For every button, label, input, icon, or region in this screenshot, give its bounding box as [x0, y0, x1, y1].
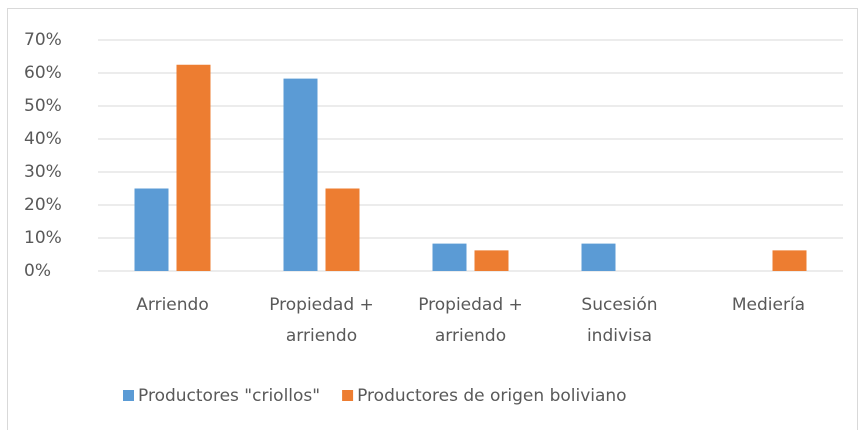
- x-tick-label: Sucesión indivisa: [581, 295, 658, 346]
- bar: [325, 188, 360, 271]
- bar: [772, 250, 807, 271]
- legend-swatch: [123, 390, 134, 401]
- y-tick-label: 40%: [24, 129, 62, 149]
- y-tick-label: 20%: [24, 195, 62, 215]
- bar: [432, 243, 467, 271]
- y-tick-label: 0%: [24, 261, 51, 281]
- x-tick-label: Propiedad + arriendo: [269, 295, 374, 346]
- bar: [474, 250, 509, 271]
- y-tick-label: 60%: [24, 63, 62, 83]
- x-tick-label: Propiedad + arriendo: [418, 295, 523, 346]
- x-tick-label: Arriendo: [136, 295, 209, 315]
- y-tick-label: 30%: [24, 162, 62, 182]
- bar: [581, 243, 616, 271]
- bar: [283, 78, 318, 271]
- y-tick-label: 10%: [24, 228, 62, 248]
- legend-swatch: [342, 390, 354, 401]
- bar: [176, 64, 211, 271]
- x-tick-label: Mediería: [731, 295, 806, 315]
- y-tick-label: 70%: [24, 30, 62, 50]
- bar: [134, 188, 169, 271]
- legend-label: Productores de origen boliviano: [357, 386, 627, 406]
- legend-label: Productores "criollos": [138, 386, 320, 406]
- chart-border: [7, 8, 858, 430]
- y-tick-label: 50%: [24, 96, 62, 116]
